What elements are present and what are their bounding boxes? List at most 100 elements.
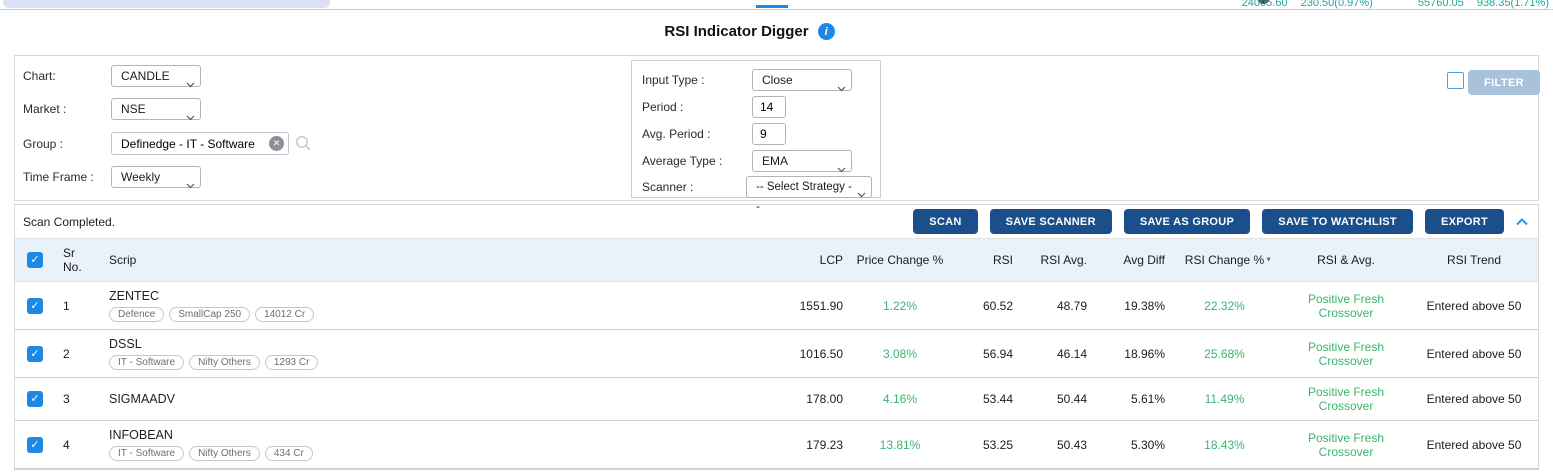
market-select-value: NSE bbox=[121, 102, 146, 116]
group-label: Group : bbox=[23, 137, 64, 151]
scanner-label: Scanner : bbox=[642, 180, 694, 194]
badge-list: IT - Software Nifty Others 434 Cr bbox=[109, 446, 725, 461]
group-search-box: ✕ bbox=[111, 132, 289, 155]
chevron-down-icon bbox=[837, 159, 846, 179]
save-scanner-button[interactable]: SAVE SCANNER bbox=[989, 209, 1112, 234]
chevron-down-icon bbox=[837, 78, 846, 98]
period-input[interactable] bbox=[752, 96, 786, 118]
sr-no-cell: 2 bbox=[63, 346, 70, 361]
col-price-change[interactable]: Price Change % bbox=[856, 253, 944, 267]
chevron-down-icon bbox=[186, 74, 195, 94]
timeframe-label: Time Frame : bbox=[23, 170, 94, 184]
col-rsi[interactable]: RSI bbox=[992, 253, 1013, 267]
save-as-group-button[interactable]: SAVE AS GROUP bbox=[1123, 209, 1251, 234]
filter-button[interactable]: FILTER bbox=[1468, 70, 1540, 95]
col-rsi-change[interactable]: RSI Change % ▼ bbox=[1167, 239, 1282, 282]
table-row: ✓ 3 SIGMAADV 178.00 4.16% 53.44 50.44 5.… bbox=[15, 378, 1538, 421]
price-change-cell: 13.81% bbox=[879, 437, 921, 452]
badge-list: IT - Software Nifty Others 1293 Cr bbox=[109, 355, 725, 370]
scrip-name[interactable]: ZENTEC bbox=[109, 289, 159, 303]
select-all-checkbox[interactable]: ✓ bbox=[27, 252, 43, 268]
row-select-cell: ✓ bbox=[15, 421, 55, 469]
market-label: Market : bbox=[23, 102, 67, 116]
timeframe-select-value: Weekly bbox=[121, 170, 161, 184]
row-select-cell: ✓ bbox=[15, 330, 55, 378]
col-sr-no[interactable]: Sr No. bbox=[63, 246, 82, 274]
indicator-params-box: Input Type : Close Period : Avg. Period … bbox=[631, 60, 881, 213]
marketcap-badge: 434 Cr bbox=[264, 446, 313, 461]
avg-diff-cell: 5.30% bbox=[1130, 437, 1165, 452]
chart-select[interactable]: CANDLE bbox=[111, 65, 201, 88]
avg-period-input[interactable] bbox=[752, 123, 786, 145]
search-icon[interactable] bbox=[295, 135, 312, 157]
export-button[interactable]: EXPORT bbox=[1424, 209, 1504, 234]
col-rsi-change-label: RSI Change % bbox=[1184, 253, 1265, 267]
rsi-avg-cell: 46.14 bbox=[1056, 346, 1087, 361]
sort-descending-icon: ▼ bbox=[1265, 256, 1272, 264]
index-value: 24005.60 bbox=[1241, 0, 1288, 9]
rsi-and-avg-cell: Positive Fresh Crossover bbox=[1307, 385, 1385, 413]
row-checkbox[interactable]: ✓ bbox=[27, 345, 43, 362]
chevron-down-icon bbox=[186, 175, 195, 195]
market-select[interactable]: NSE bbox=[111, 98, 201, 121]
clear-icon[interactable]: ✕ bbox=[269, 136, 284, 151]
col-rsi-and-avg[interactable]: RSI & Avg. bbox=[1317, 253, 1375, 267]
chart-select-value: CANDLE bbox=[121, 69, 170, 83]
scanner-select[interactable]: -- Select Strategy -- bbox=[746, 176, 872, 213]
row-checkbox[interactable]: ✓ bbox=[27, 297, 43, 314]
collapse-chevron-icon[interactable] bbox=[1516, 217, 1528, 226]
rsi-and-avg-cell: Positive Fresh Crossover bbox=[1307, 291, 1385, 320]
results-panel: Scan Completed. SCAN SAVE SCANNER SAVE A… bbox=[14, 204, 1539, 470]
sr-no-cell: 1 bbox=[63, 298, 70, 313]
badge-list: Defence SmallCap 250 14012 Cr bbox=[109, 307, 725, 322]
marketcap-badge: 1293 Cr bbox=[264, 355, 319, 370]
rsi-change-cell: 11.49% bbox=[1204, 392, 1245, 406]
rsi-avg-cell: 50.44 bbox=[1056, 392, 1087, 406]
index-quote: 55760.05 938.35(1.71%) bbox=[1418, 0, 1549, 9]
col-lcp[interactable]: LCP bbox=[819, 253, 843, 267]
row-checkbox[interactable]: ✓ bbox=[27, 436, 43, 453]
lcp-cell: 1016.50 bbox=[799, 346, 843, 361]
period-label: Period : bbox=[642, 100, 684, 114]
sr-no-cell: 3 bbox=[63, 392, 70, 406]
rsi-and-avg-cell: Positive Fresh Crossover bbox=[1307, 430, 1385, 459]
index-ticker: 24005.60 230.50(0.97%) 55760.05 938.35(1… bbox=[1242, 0, 1549, 9]
rsi-trend-cell: Entered above 50 bbox=[1426, 392, 1522, 406]
marketcap-badge: 14012 Cr bbox=[255, 307, 315, 322]
index-badge: Nifty Others bbox=[189, 355, 260, 370]
input-type-select-value: Close bbox=[762, 73, 793, 87]
sector-badge: IT - Software bbox=[109, 446, 185, 461]
avg-diff-cell: 5.61% bbox=[1130, 392, 1165, 406]
info-icon[interactable]: i bbox=[817, 23, 835, 40]
rsi-avg-cell: 48.79 bbox=[1056, 298, 1087, 313]
row-checkbox[interactable]: ✓ bbox=[27, 391, 43, 407]
sector-badge: IT - Software bbox=[109, 355, 185, 370]
average-type-select-value: EMA bbox=[762, 154, 789, 168]
save-to-watchlist-button[interactable]: SAVE TO WATCHLIST bbox=[1262, 209, 1413, 234]
scrip-cell: ZENTEC Defence SmallCap 250 14012 Cr bbox=[97, 282, 727, 330]
scrip-name[interactable]: DSSL bbox=[109, 337, 142, 351]
results-toolbar: Scan Completed. SCAN SAVE SCANNER SAVE A… bbox=[15, 205, 1538, 239]
lcp-cell: 1551.90 bbox=[799, 298, 843, 313]
col-rsi-trend[interactable]: RSI Trend bbox=[1446, 253, 1502, 267]
timeframe-select[interactable]: Weekly bbox=[111, 166, 201, 189]
price-change-cell: 3.08% bbox=[882, 346, 918, 361]
filter-checkbox[interactable] bbox=[1447, 72, 1464, 89]
index-change: 230.50(0.97%) bbox=[1300, 0, 1373, 9]
rsi-cell: 56.94 bbox=[982, 346, 1013, 361]
scrip-name[interactable]: INFOBEAN bbox=[109, 428, 173, 442]
lcp-cell: 179.23 bbox=[806, 437, 843, 452]
input-type-select[interactable]: Close bbox=[752, 69, 852, 92]
rsi-and-avg-cell: Positive Fresh Crossover bbox=[1307, 339, 1385, 368]
scan-button[interactable]: SCAN bbox=[913, 209, 978, 234]
average-type-label: Average Type : bbox=[642, 154, 723, 168]
col-scrip[interactable]: Scrip bbox=[109, 253, 137, 267]
scrip-name[interactable]: SIGMAADV bbox=[109, 392, 175, 406]
col-avg-diff[interactable]: Avg Diff bbox=[1123, 253, 1165, 267]
average-type-select[interactable]: EMA bbox=[752, 150, 852, 173]
group-input[interactable] bbox=[112, 133, 288, 154]
rsi-trend-cell: Entered above 50 bbox=[1426, 298, 1522, 313]
col-rsi-avg[interactable]: RSI Avg. bbox=[1040, 253, 1087, 267]
rsi-cell: 53.44 bbox=[982, 392, 1013, 406]
input-type-label: Input Type : bbox=[642, 73, 705, 87]
